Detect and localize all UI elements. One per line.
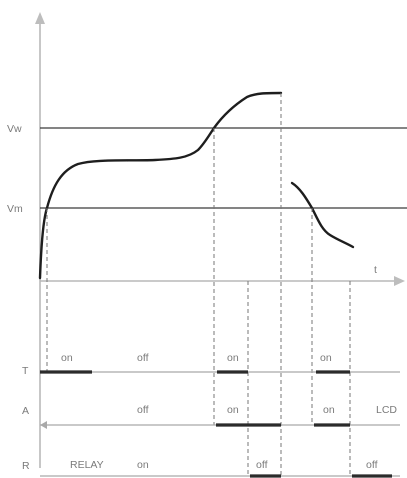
time-axis-label: t <box>374 264 377 276</box>
threshold-high-label: Vw <box>7 123 22 135</box>
voltage-curve-falling <box>290 181 355 249</box>
r-state-1: on <box>137 459 149 471</box>
r-state-3: off <box>366 459 378 471</box>
time-axis-arrow-icon <box>394 276 405 286</box>
r-relay-label: RELAY <box>70 459 104 471</box>
signal-label-a: A <box>22 405 29 417</box>
a-arrow-icon <box>40 421 47 429</box>
r-state-2: off <box>256 459 268 471</box>
signal-label-t: T <box>22 365 29 377</box>
threshold-low-label: Vm <box>7 203 23 215</box>
t-state-2: off <box>137 352 149 364</box>
voltage-curve-rising <box>38 91 283 280</box>
t-state-4: on <box>320 352 332 364</box>
signal-label-r: R <box>22 460 30 472</box>
a-state-4: LCD <box>376 404 397 416</box>
a-state-3: on <box>323 404 335 416</box>
t-state-1: on <box>61 352 73 364</box>
a-state-1: off <box>137 404 149 416</box>
t-state-3: on <box>227 352 239 364</box>
a-state-2: on <box>227 404 239 416</box>
y-axis-arrow-icon <box>35 12 45 24</box>
